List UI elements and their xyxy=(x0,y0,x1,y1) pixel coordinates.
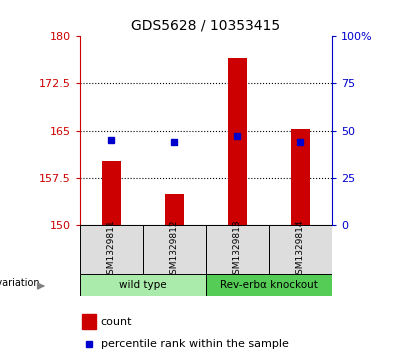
Bar xyxy=(102,161,121,225)
Text: percentile rank within the sample: percentile rank within the sample xyxy=(101,339,289,350)
Bar xyxy=(165,193,184,225)
Text: count: count xyxy=(101,317,132,327)
Bar xyxy=(143,225,206,274)
Bar xyxy=(291,130,310,225)
Bar xyxy=(206,274,332,296)
Title: GDS5628 / 10353415: GDS5628 / 10353415 xyxy=(131,19,281,32)
Text: genotype/variation: genotype/variation xyxy=(0,278,40,288)
Bar xyxy=(228,58,247,225)
Bar xyxy=(269,225,332,274)
Text: GSM1329814: GSM1329814 xyxy=(296,219,305,280)
Bar xyxy=(82,314,96,330)
Text: GSM1329813: GSM1329813 xyxy=(233,219,242,280)
Text: Rev-erbα knockout: Rev-erbα knockout xyxy=(220,280,318,290)
Text: GSM1329811: GSM1329811 xyxy=(107,219,116,280)
Text: GSM1329812: GSM1329812 xyxy=(170,219,179,280)
Bar xyxy=(206,225,269,274)
Bar xyxy=(80,274,206,296)
Text: wild type: wild type xyxy=(119,280,167,290)
Bar xyxy=(80,225,143,274)
